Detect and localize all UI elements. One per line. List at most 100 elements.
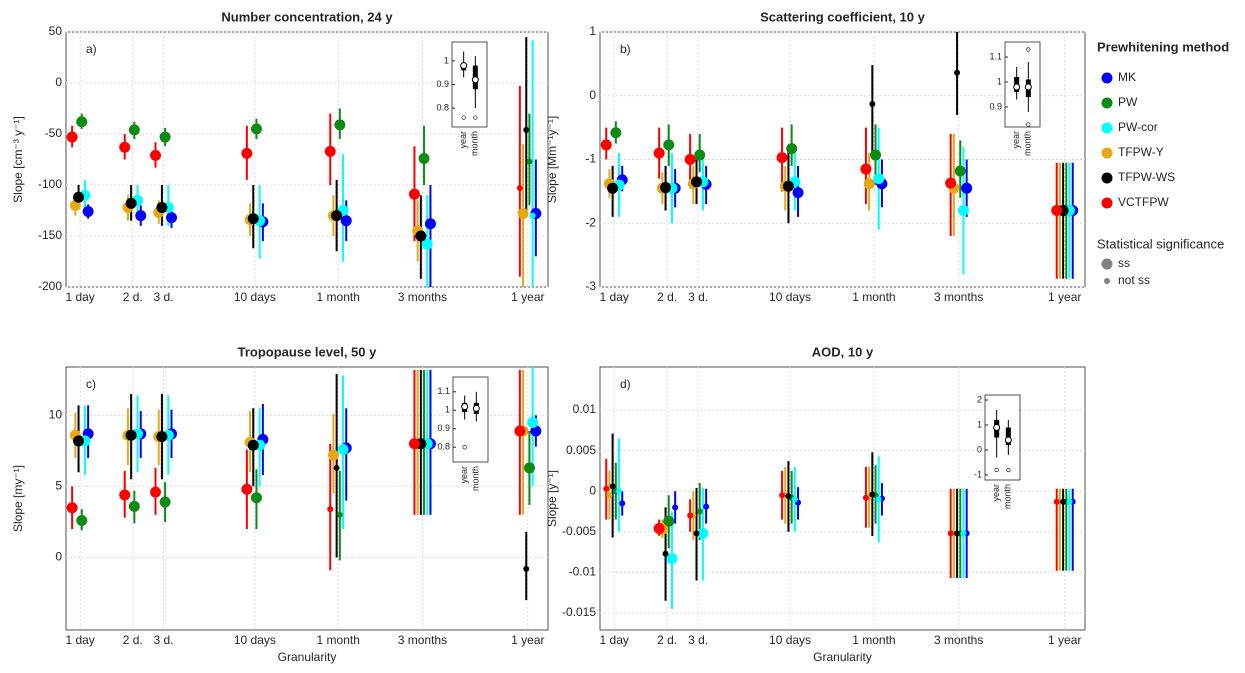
chart-title: AOD, 10 y <box>812 344 874 359</box>
flier <box>1006 467 1011 473</box>
inset-x-label: year <box>459 466 469 484</box>
point <box>408 188 420 200</box>
flier <box>1026 122 1031 127</box>
point <box>119 489 131 501</box>
point <box>418 152 430 164</box>
point <box>703 503 710 510</box>
inset-x-label: month <box>470 131 480 156</box>
y-tick-label: -0.015 <box>562 605 596 619</box>
inset-y-tick-label: 1 <box>997 76 1002 86</box>
chart-title: Tropopause level, 50 y <box>238 344 377 359</box>
flier <box>473 115 478 120</box>
inset-x-label: year <box>458 131 468 149</box>
x-tick-label: 2 d. <box>657 633 677 647</box>
legend-label: PW <box>1118 95 1138 109</box>
point <box>697 527 709 539</box>
point <box>1060 498 1067 505</box>
inset-y-tick-label: 0 <box>977 444 982 454</box>
x-axis-label: Granularity <box>813 650 872 664</box>
point <box>863 178 875 190</box>
point <box>684 154 696 165</box>
point <box>135 210 147 222</box>
median <box>472 404 480 412</box>
y-tick-label: -1 <box>585 152 596 166</box>
y-tick-label: -150 <box>38 228 62 242</box>
point <box>150 486 162 498</box>
point <box>125 197 137 209</box>
point <box>424 218 436 230</box>
inset-frame <box>1004 41 1041 128</box>
point <box>128 500 140 512</box>
legend-ss: ss <box>1118 256 1130 270</box>
y-axis-label: Slope [cm⁻³ y⁻¹] <box>11 116 25 203</box>
point <box>150 149 162 161</box>
x-tick-label: 10 days <box>769 633 811 647</box>
point <box>696 508 703 515</box>
point <box>523 565 530 572</box>
point <box>860 163 872 175</box>
point <box>610 127 622 139</box>
point <box>523 462 535 474</box>
point <box>961 182 973 194</box>
median <box>1024 83 1032 91</box>
point <box>73 435 85 447</box>
inset-x-label: year <box>991 484 1001 502</box>
point <box>875 496 882 503</box>
point <box>779 492 786 499</box>
flier <box>461 115 466 120</box>
y-tick-label: -200 <box>38 279 62 293</box>
inset-x-label: month <box>1023 131 1033 156</box>
point <box>241 483 253 495</box>
x-tick-label: 1 year <box>511 633 544 647</box>
inset-y-tick-label: 1 <box>977 419 982 429</box>
point <box>1051 205 1063 216</box>
point <box>870 149 882 161</box>
panel-label: d) <box>620 377 631 391</box>
point <box>166 212 178 224</box>
point <box>241 147 253 159</box>
point <box>869 101 876 108</box>
point <box>791 496 798 503</box>
x-tick-label: 1 day <box>600 290 629 304</box>
x-tick-label: 1 year <box>1048 633 1081 647</box>
point <box>945 177 957 189</box>
point <box>600 139 612 151</box>
legend-not-ss: not ss <box>1118 273 1150 287</box>
inset-y-tick-label: 0.8 <box>437 442 450 452</box>
point <box>792 187 804 199</box>
point <box>517 208 529 220</box>
point <box>954 165 966 177</box>
point <box>1066 498 1073 505</box>
x-tick-label: 10 days <box>234 633 276 647</box>
x-tick-label: 1 year <box>1048 290 1081 304</box>
point <box>616 488 623 495</box>
inset-y-tick-label: 0.8 <box>436 102 449 112</box>
point <box>82 206 94 218</box>
y-tick-label: 0 <box>589 483 596 497</box>
point <box>128 124 140 136</box>
inset-x-label: month <box>471 466 481 491</box>
median <box>993 424 1001 431</box>
flier <box>994 467 999 473</box>
point <box>516 185 523 192</box>
point <box>666 553 678 565</box>
point <box>694 149 706 161</box>
point <box>653 147 665 159</box>
point <box>250 123 262 135</box>
inset-y-tick-label: 1 <box>445 405 450 415</box>
y-tick-label: 10 <box>49 408 63 422</box>
x-tick-label: 3 d. <box>153 633 173 647</box>
y-tick-label: 1 <box>589 24 596 38</box>
y-tick-label: -2 <box>585 215 596 229</box>
chart-title: Number concentration, 24 y <box>221 9 393 24</box>
point <box>1053 498 1060 505</box>
x-tick-label: 1 day <box>65 290 94 304</box>
y-tick-label: 50 <box>49 24 63 38</box>
x-tick-label: 1 year <box>511 290 544 304</box>
point <box>530 425 542 437</box>
legend-title: Prewhitening method <box>1097 39 1229 54</box>
point <box>250 492 262 504</box>
inset-y-tick-label: 0.9 <box>437 423 450 433</box>
point <box>954 530 961 537</box>
inset-x-label: month <box>1003 484 1013 509</box>
